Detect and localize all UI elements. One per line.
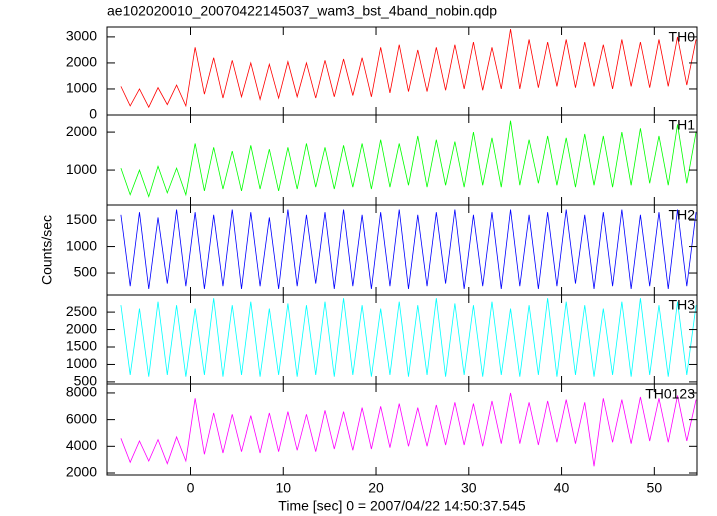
panel-frame bbox=[106, 114, 698, 206]
y-tick-label: 2000 bbox=[66, 320, 97, 336]
panel-frame bbox=[106, 383, 698, 476]
x-tick-label: 30 bbox=[461, 480, 477, 496]
y-tick-label: 6000 bbox=[66, 410, 97, 426]
y-tick-label: 4000 bbox=[66, 437, 97, 453]
y-tick-label: 2000 bbox=[66, 464, 97, 480]
y-tick-label: 2500 bbox=[66, 303, 97, 319]
panel-label: TH2 bbox=[669, 207, 696, 223]
y-tick-label: 0 bbox=[89, 106, 97, 122]
y-tick-label: 3000 bbox=[66, 28, 97, 44]
x-tick-label: 0 bbox=[187, 480, 195, 496]
y-tick-label: 8000 bbox=[66, 384, 97, 400]
x-tick-label: 50 bbox=[647, 480, 663, 496]
y-axis-label: Counts/sec bbox=[39, 215, 55, 285]
data-line bbox=[120, 120, 697, 198]
chart-title: ae102020010_20070422145037_wam3_bst_4ban… bbox=[107, 3, 497, 19]
y-tick-label: 1000 bbox=[66, 355, 97, 371]
y-tick-label: 1500 bbox=[66, 211, 97, 227]
panel-label: TH0123 bbox=[645, 386, 695, 402]
y-tick-label: 500 bbox=[74, 264, 98, 280]
panel-label: TH1 bbox=[669, 117, 696, 133]
y-tick-label: 500 bbox=[74, 373, 98, 389]
data-line bbox=[120, 392, 697, 467]
data-line bbox=[120, 29, 697, 109]
y-tick-label: 2000 bbox=[66, 123, 97, 139]
panel-label: TH0 bbox=[669, 29, 696, 45]
y-tick-label: 1500 bbox=[66, 338, 97, 354]
y-tick-label: 1000 bbox=[66, 237, 97, 253]
panel-label: TH3 bbox=[669, 297, 696, 313]
panel-frame bbox=[106, 294, 698, 385]
y-tick-label: 2000 bbox=[66, 54, 97, 70]
x-tick-label: 10 bbox=[275, 480, 291, 496]
data-line bbox=[120, 298, 697, 377]
x-axis-label: Time [sec] 0 = 2007/04/22 14:50:37.545 bbox=[278, 498, 526, 514]
y-tick-label: 1000 bbox=[66, 80, 97, 96]
data-line bbox=[120, 209, 697, 289]
x-tick-label: 40 bbox=[554, 480, 570, 496]
y-tick-label: 1000 bbox=[66, 161, 97, 177]
x-tick-label: 20 bbox=[368, 480, 384, 496]
